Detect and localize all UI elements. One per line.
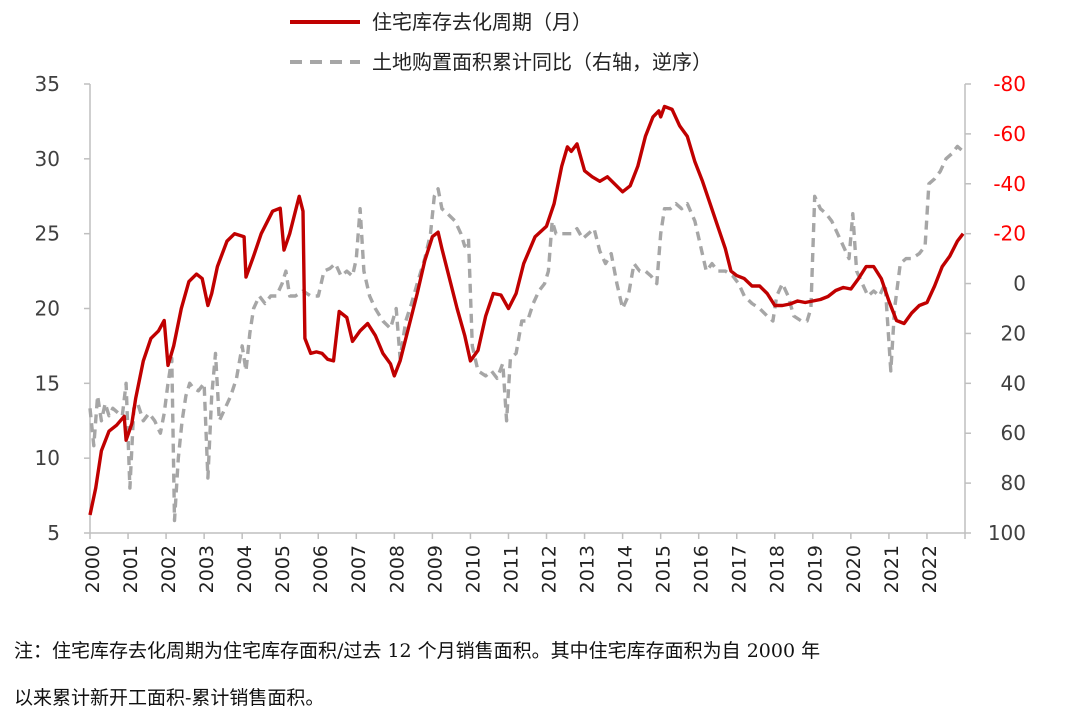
left-tick-label: 35	[35, 72, 60, 96]
x-tick-label: 2005	[272, 545, 294, 593]
footnote-line-2: 以来累计新开工面积-累计销售面积。	[14, 687, 325, 709]
x-tick-label: 2016	[691, 545, 713, 593]
x-tick-label: 2013	[576, 545, 598, 593]
x-axis-ticks: 2000 2001 2002 2003 2004 2005 2006 2007 2008 2009…	[82, 533, 966, 593]
x-tick-label: 2011	[500, 545, 522, 593]
left-tick-label: 15	[35, 371, 60, 395]
axes	[89, 84, 966, 534]
x-tick-label: 2019	[805, 545, 827, 593]
right-tick-label: -20	[993, 222, 1026, 246]
series-line-housing-destock-cycle	[88, 104, 965, 516]
left-axis-ticks: 5 10 15 20 25 30 35	[35, 72, 90, 545]
right-tick-label: 40	[1001, 371, 1026, 395]
plot-area	[88, 104, 965, 523]
legend-label-land-purchase-yoy: 土地购置面积累计同比（右轴，逆序）	[372, 50, 712, 74]
footnote-line-1: 注：住宅库存去化周期为住宅库存面积/过去 12 个月销售面积。其中住宅库存面积为…	[14, 640, 821, 662]
x-tick-label: 2004	[234, 545, 256, 593]
right-tick-label: -80	[993, 72, 1026, 96]
x-tick-label: 2009	[424, 545, 446, 593]
x-tick-label: 2000	[82, 545, 104, 593]
x-tick-label: 2003	[196, 545, 218, 593]
x-tick-label: 2008	[386, 545, 408, 593]
x-tick-label: 2022	[919, 545, 941, 593]
x-tick-label: 2007	[348, 545, 370, 593]
right-tick-label: 20	[1001, 321, 1026, 345]
right-tick-label: -40	[993, 172, 1026, 196]
right-tick-label: 100	[988, 521, 1026, 545]
x-tick-label: 2015	[653, 545, 675, 593]
x-tick-label: 2006	[310, 545, 332, 593]
left-tick-label: 10	[35, 446, 60, 470]
x-tick-label: 2010	[462, 545, 484, 593]
x-tick-label: 2020	[843, 545, 865, 593]
x-tick-label: 2001	[120, 545, 142, 593]
left-tick-label: 5	[47, 521, 60, 545]
x-tick-label: 2014	[615, 545, 637, 593]
right-tick-label: -60	[993, 122, 1026, 146]
left-tick-label: 20	[35, 297, 60, 321]
x-tick-label: 2012	[538, 545, 560, 593]
right-tick-label: 60	[1001, 421, 1026, 445]
x-tick-label: 2018	[767, 545, 789, 593]
x-tick-label: 2017	[729, 545, 751, 593]
right-axis-ticks: 100 80 60 40 20 0 -20 -40 -60 -80	[965, 72, 1026, 545]
left-tick-label: 25	[35, 222, 60, 246]
left-tick-label: 30	[35, 147, 60, 171]
x-tick-label: 2002	[158, 545, 180, 593]
right-tick-label: 0	[1013, 272, 1026, 296]
right-tick-label: 80	[1001, 471, 1026, 495]
dual-axis-line-chart: 住宅库存去化周期（月） 土地购置面积累计同比（右轴，逆序） 5 10 15 20 25 3…	[35, 10, 1026, 593]
x-tick-label: 2021	[881, 545, 903, 593]
legend: 住宅库存去化周期（月） 土地购置面积累计同比（右轴，逆序）	[290, 10, 712, 74]
legend-label-housing-destock-cycle: 住宅库存去化周期（月）	[372, 10, 592, 34]
series-line-land-purchase-yoy	[88, 144, 965, 523]
